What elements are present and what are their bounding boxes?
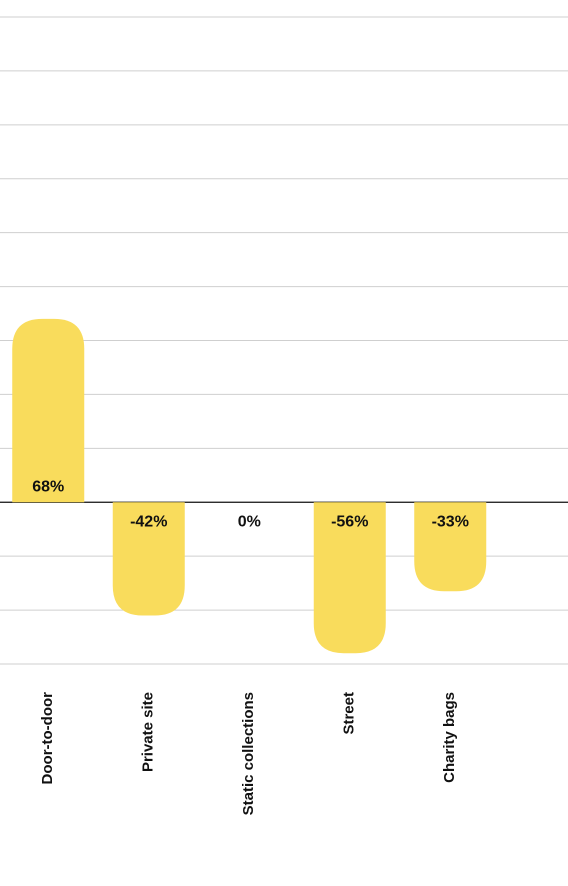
value-label: 0% — [238, 513, 261, 530]
value-label: -33% — [432, 513, 469, 530]
x-tick-label: Private site — [140, 692, 157, 772]
value-label: -42% — [130, 513, 167, 530]
bar — [112, 502, 185, 616]
x-tick-label: Charity bags — [441, 692, 458, 783]
bar — [414, 502, 487, 592]
bar — [313, 502, 386, 654]
bar — [12, 318, 85, 503]
x-tick-label: Static collections — [240, 692, 257, 815]
x-tick-label: Door-to-door — [39, 692, 56, 785]
value-label: 68% — [32, 478, 64, 495]
x-tick-label: Street — [341, 692, 358, 735]
value-label: -56% — [331, 513, 368, 530]
